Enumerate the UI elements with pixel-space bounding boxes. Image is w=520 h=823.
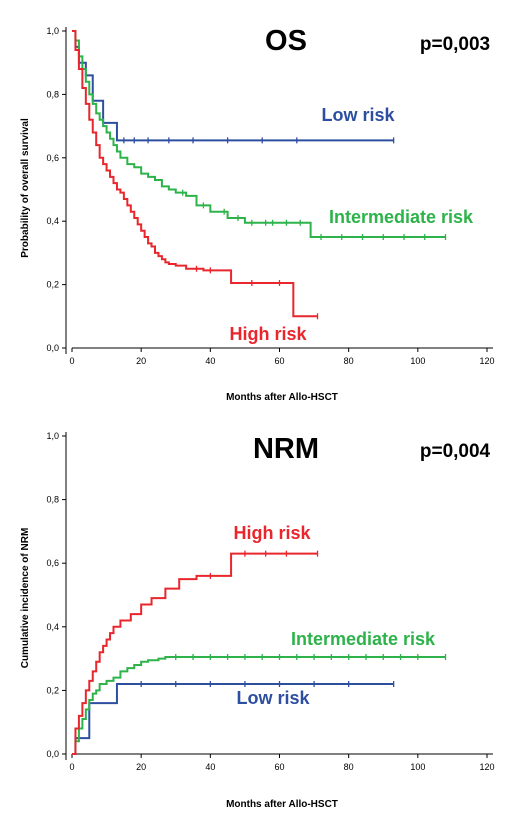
series-line-intermediate-risk bbox=[72, 30, 446, 239]
y-axis-label: Probability of overall survival bbox=[20, 118, 31, 258]
series-line-high-risk bbox=[72, 552, 318, 755]
x-tick-label: 100 bbox=[410, 762, 425, 772]
y-tick-label: 1,0 bbox=[46, 431, 59, 441]
x-tick-label: 120 bbox=[479, 762, 494, 772]
nrm-chart-panel: NRM p=0,004 Months after Allo-HSCT Cumul… bbox=[0, 412, 520, 823]
series-line-high-risk bbox=[72, 30, 318, 318]
y-tick-label: 0,4 bbox=[46, 216, 59, 226]
chart-title: OS bbox=[265, 25, 307, 57]
series-line-low-risk bbox=[72, 683, 394, 755]
os-chart-panel: OS p=0,003 Months after Allo-HSCT Probab… bbox=[20, 25, 495, 403]
x-tick-label: 80 bbox=[344, 762, 354, 772]
os-survival-chart: OS p=0,003 Months after Allo-HSCT Probab… bbox=[20, 25, 495, 403]
y-tick-label: 0,0 bbox=[46, 749, 59, 759]
x-tick-label: 100 bbox=[410, 356, 425, 366]
x-tick-label: 40 bbox=[205, 356, 215, 366]
x-tick-label: 120 bbox=[479, 356, 494, 366]
p-value: p=0,003 bbox=[420, 34, 490, 55]
y-tick-label: 0,8 bbox=[46, 89, 59, 99]
y-tick-label: 0,0 bbox=[46, 343, 59, 353]
chart-title: NRM bbox=[253, 433, 319, 465]
nrm-incidence-chart: NRM p=0,004 Months after Allo-HSCT Cumul… bbox=[20, 431, 495, 810]
annotation-low-risk: Low risk bbox=[321, 105, 395, 125]
y-axis-label: Cumulative incidence of NRM bbox=[20, 528, 31, 669]
annotation-high-risk: High risk bbox=[229, 324, 307, 344]
x-axis-label: Months after Allo-HSCT bbox=[226, 392, 338, 403]
x-axis-label: Months after Allo-HSCT bbox=[226, 799, 338, 810]
y-tick-label: 0,8 bbox=[46, 495, 59, 505]
x-tick-label: 80 bbox=[344, 356, 354, 366]
x-tick-label: 20 bbox=[136, 356, 146, 366]
y-tick-label: 0,6 bbox=[46, 153, 59, 163]
annotation-low-risk: Low risk bbox=[236, 688, 310, 708]
p-value: p=0,004 bbox=[420, 441, 491, 462]
annotation-intermediate-risk: Intermediate risk bbox=[329, 207, 474, 227]
x-tick-label: 60 bbox=[274, 762, 284, 772]
x-tick-label: 20 bbox=[136, 762, 146, 772]
x-tick-label: 0 bbox=[69, 762, 74, 772]
y-tick-label: 0,2 bbox=[46, 280, 59, 290]
y-tick-label: 1,0 bbox=[46, 26, 59, 36]
y-tick-label: 0,4 bbox=[46, 622, 59, 632]
annotation-intermediate-risk: Intermediate risk bbox=[291, 629, 436, 649]
x-tick-label: 60 bbox=[274, 356, 284, 366]
x-tick-label: 40 bbox=[205, 762, 215, 772]
y-tick-label: 0,6 bbox=[46, 558, 59, 568]
series-line-intermediate-risk bbox=[72, 656, 446, 755]
x-tick-label: 0 bbox=[69, 356, 74, 366]
y-tick-label: 0,2 bbox=[46, 685, 59, 695]
annotation-high-risk: High risk bbox=[233, 523, 311, 543]
